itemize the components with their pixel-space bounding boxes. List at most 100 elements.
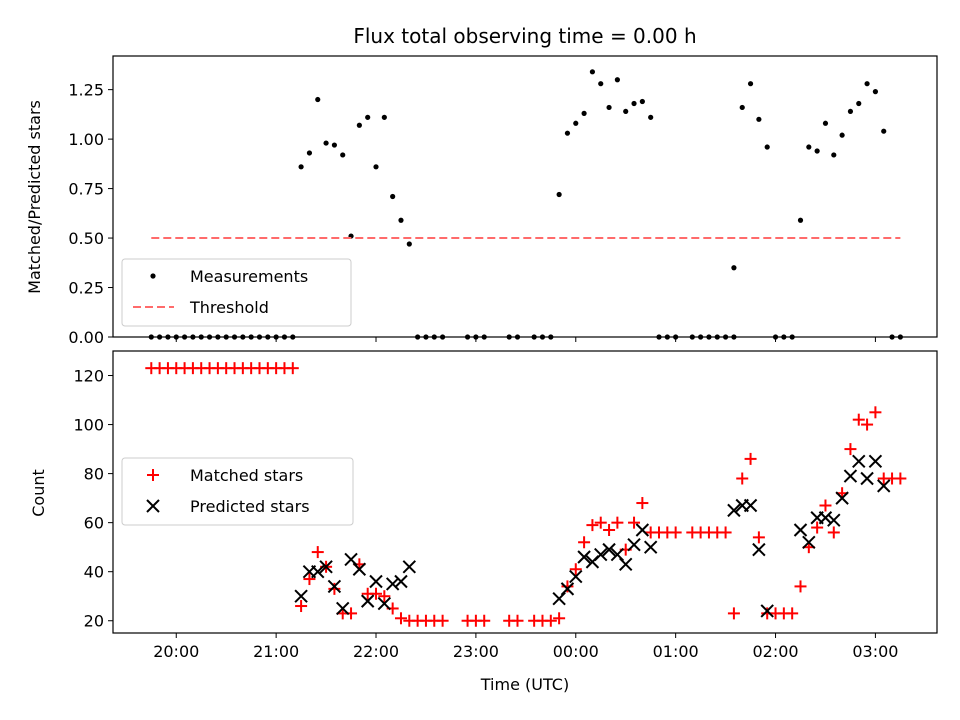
bottom-legend-frame <box>121 457 354 526</box>
top-panel: 0.00 0.25 0.50 0.75 1.00 1.25 <box>68 55 938 347</box>
measurement-point <box>731 265 737 271</box>
bottom-x-tick-label: 20:00 <box>153 642 199 661</box>
matched-star-point <box>844 443 857 456</box>
predicted-star-point <box>760 604 774 618</box>
matched-star-point <box>869 406 882 419</box>
top-y-tick-label: 1.00 <box>68 130 104 149</box>
predicted-star-point <box>627 538 641 552</box>
matched-star-point <box>736 472 749 485</box>
predicted-star-point <box>843 469 858 483</box>
measurement-point <box>398 217 404 223</box>
matched-star-point <box>794 580 807 593</box>
top-legend: Measurements Threshold <box>121 258 352 327</box>
predicted-star-point <box>802 535 816 549</box>
legend-measurements-label: Measurements <box>190 267 308 286</box>
measurement-point <box>573 120 579 126</box>
matched-star-point <box>727 607 740 620</box>
measurement-point <box>598 81 604 87</box>
matched-star-point <box>628 516 641 529</box>
predicted-star-point <box>610 547 625 562</box>
measurement-point <box>639 98 645 105</box>
measurement-point <box>356 122 362 128</box>
measurement-point <box>847 108 854 115</box>
matched-star-point <box>603 524 616 537</box>
measurement-point <box>872 89 879 95</box>
matched-star-point <box>553 612 566 625</box>
bottom-y-tick-label: 60 <box>84 514 104 533</box>
measurement-point <box>556 191 562 198</box>
bottom-y-axis-label: Count <box>29 469 48 517</box>
legend-threshold-label: Threshold <box>189 298 269 317</box>
predicted-star-point <box>319 560 333 574</box>
bottom-y-tick-label: 100 <box>73 416 104 435</box>
predicted-star-point <box>793 523 808 537</box>
matched-star-point <box>511 614 524 627</box>
matched-star-point <box>861 418 874 431</box>
predicted-star-point <box>569 569 583 584</box>
predicted-star-point <box>360 594 375 608</box>
bottom-y-tick-label: 40 <box>84 563 104 582</box>
matched-star-point <box>669 526 682 539</box>
bottom-x-tick-label: 21:00 <box>253 642 299 661</box>
measurement-point <box>864 81 870 87</box>
measurement-point <box>298 164 304 170</box>
matched-star-point <box>370 587 383 600</box>
predicted-star-point <box>577 550 591 564</box>
measurement-point <box>564 130 571 136</box>
predicted-star-point <box>860 471 874 486</box>
measurement-point <box>323 140 329 146</box>
matched-star-point <box>561 580 574 593</box>
measurement-point <box>831 152 837 158</box>
legend-matched-label: Matched stars <box>190 466 303 485</box>
matched-star-point <box>852 413 865 426</box>
bottom-x-tick-label: 03:00 <box>852 642 898 661</box>
matched-star-point <box>752 531 765 544</box>
predicted-star-point <box>294 589 308 603</box>
legend-predicted-marker <box>146 499 160 513</box>
top-y-tick-label: 0.25 <box>68 279 104 298</box>
top-y-tick-label: 0.00 <box>68 328 104 347</box>
matched-star-point <box>744 452 757 465</box>
top-legend-frame <box>121 258 352 327</box>
bottom-legend: Matched stars Predicted stars <box>121 457 354 526</box>
matched-star-point <box>436 614 449 627</box>
matched-star-point <box>827 526 840 539</box>
measurement-point <box>365 114 371 120</box>
top-y-tick-label: 0.50 <box>68 229 104 248</box>
predicted-star-point <box>344 552 358 567</box>
measurement-point <box>797 217 804 223</box>
bottom-y-tick-label: 80 <box>84 465 104 484</box>
predicted-star-point <box>743 498 758 513</box>
predicted-star-point <box>835 491 849 505</box>
matched-star-point <box>544 614 557 627</box>
matched-star-point <box>811 521 824 534</box>
matched-star-point <box>786 607 799 620</box>
top-chart-title: Flux total observing time = 0.00 h <box>353 24 696 48</box>
measurement-point <box>648 114 654 120</box>
bottom-x-tick-label: 00:00 <box>553 642 599 661</box>
measurement-point <box>340 152 346 158</box>
predicted-star-point <box>560 582 575 596</box>
predicted-star-point <box>369 574 383 589</box>
matched-star-point <box>636 497 649 510</box>
measurement-point <box>747 81 754 87</box>
matched-star-point <box>594 516 607 529</box>
matched-star-point <box>611 516 624 529</box>
predicted-star-point <box>727 503 741 518</box>
bottom-x-tick-label: 02:00 <box>752 642 798 661</box>
measurement-point <box>606 104 612 111</box>
top-y-axis-label: Matched/Predicted stars <box>25 100 44 294</box>
predicted-star-point <box>385 577 400 591</box>
bottom-plot-frame <box>112 350 938 634</box>
top-plot-frame <box>112 55 938 338</box>
legend-predicted-label: Predicted stars <box>190 497 310 516</box>
predicted-star-point <box>311 564 325 579</box>
matched-star-point <box>578 536 591 549</box>
bottom-x-tick-label: 01:00 <box>653 642 699 661</box>
top-y-tick-label: 0.75 <box>68 180 104 199</box>
measurement-point <box>581 110 587 116</box>
matched-star-point <box>295 600 308 613</box>
predicted-star-point <box>552 591 566 606</box>
predicted-star-point <box>877 479 891 493</box>
measurement-point <box>881 128 887 134</box>
